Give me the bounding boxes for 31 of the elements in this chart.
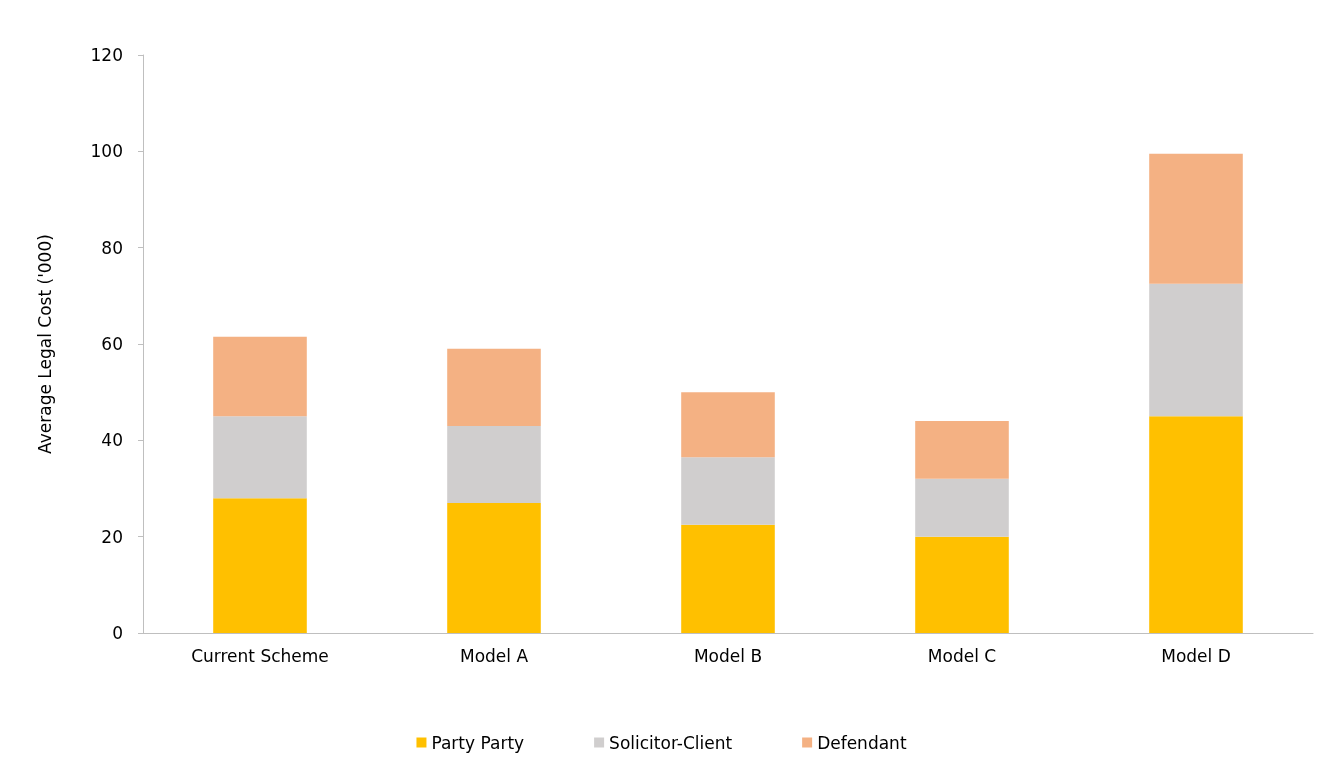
bar (213, 416, 307, 499)
x-tick-label: Model D (1161, 645, 1231, 666)
bar (681, 457, 775, 525)
bar (681, 392, 775, 458)
x-tick-label: Model A (459, 645, 529, 666)
x-tick-label: Current Scheme (191, 645, 329, 666)
bar (1149, 153, 1243, 284)
bar (447, 348, 541, 426)
y-tick-label: 40 (101, 430, 123, 451)
bar (915, 421, 1009, 479)
bar (447, 502, 541, 633)
y-axis-title: Average Legal Cost ('000) (34, 234, 55, 454)
y-tick-label: 80 (101, 237, 123, 258)
y-tick-label: 20 (101, 526, 123, 547)
legend-label: Defendant (817, 732, 907, 753)
legend-label: Party Party (431, 732, 525, 753)
x-tick-label: Model B (693, 645, 763, 666)
bar (1149, 416, 1243, 633)
y-tick-label: 120 (90, 45, 123, 65)
bar (213, 498, 307, 633)
y-tick-label: 0 (112, 623, 123, 643)
y-tick-label: 60 (101, 334, 123, 354)
bar (915, 478, 1009, 537)
bar (447, 425, 541, 503)
bar (915, 536, 1009, 633)
legend-label: Solicitor-Client (609, 732, 733, 753)
bar (681, 524, 775, 633)
x-tick-label: Model C (927, 645, 997, 666)
bar (1149, 283, 1243, 417)
bar (213, 336, 307, 417)
y-tick-label: 100 (90, 141, 123, 162)
